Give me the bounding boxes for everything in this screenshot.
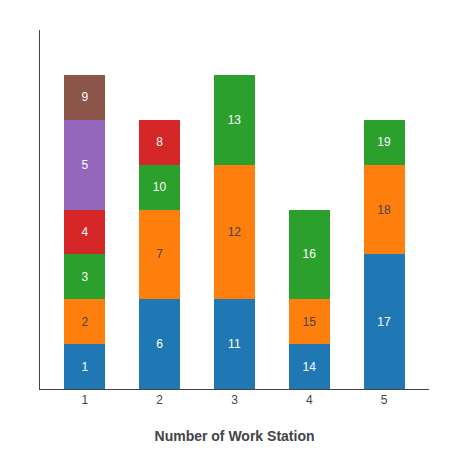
svg-text:2: 2 <box>81 315 88 329</box>
svg-text:12: 12 <box>228 225 242 239</box>
svg-text:4: 4 <box>81 225 88 239</box>
svg-text:9: 9 <box>81 90 88 104</box>
svg-text:16: 16 <box>302 247 316 261</box>
svg-text:5: 5 <box>81 158 88 172</box>
svg-text:7: 7 <box>156 247 163 261</box>
svg-text:3: 3 <box>81 270 88 284</box>
svg-text:1: 1 <box>81 360 88 374</box>
svg-text:8: 8 <box>156 135 163 149</box>
svg-text:18: 18 <box>377 203 391 217</box>
svg-text:14: 14 <box>302 360 316 374</box>
svg-text:11: 11 <box>228 337 241 351</box>
svg-text:1: 1 <box>82 393 89 407</box>
svg-text:15: 15 <box>302 315 316 329</box>
svg-text:10: 10 <box>153 180 167 194</box>
svg-text:17: 17 <box>377 315 391 329</box>
svg-text:2: 2 <box>156 393 163 407</box>
svg-text:Number of Work Station: Number of Work Station <box>155 428 315 444</box>
svg-text:19: 19 <box>377 135 391 149</box>
svg-text:13: 13 <box>228 113 242 127</box>
svg-text:6: 6 <box>156 337 163 351</box>
svg-text:5: 5 <box>381 393 388 407</box>
svg-text:3: 3 <box>231 393 238 407</box>
svg-text:4: 4 <box>306 393 313 407</box>
